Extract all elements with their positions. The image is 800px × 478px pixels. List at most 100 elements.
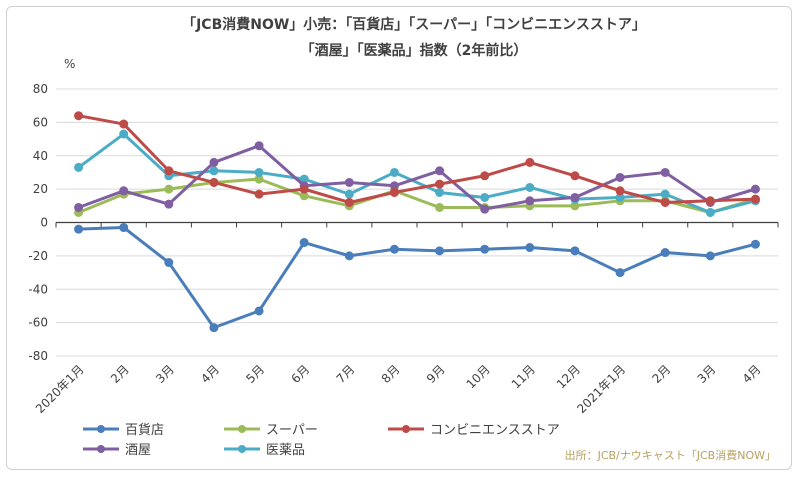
data-point (435, 179, 445, 189)
data-point (660, 197, 670, 207)
series-line (78, 144, 756, 211)
data-point (254, 189, 264, 199)
x-tick-label: 2月 (108, 362, 132, 386)
y-axis-ticks: 80 60 40 20 0 -20 -40 -60 -80 (28, 82, 48, 363)
data-point (480, 192, 490, 202)
y-tick-label: 20 (33, 182, 48, 196)
data-point (209, 323, 219, 333)
x-tick-label: 2月 (650, 362, 674, 386)
x-tick-label: 2020年1月 (33, 362, 87, 416)
data-point (750, 184, 760, 194)
x-tick-label: 6月 (289, 362, 313, 386)
data-point (570, 171, 580, 181)
series-line (77, 177, 756, 214)
data-point (344, 189, 354, 199)
x-tick-label: 5月 (243, 362, 267, 386)
chart-subtitle: 「酒屋」「医薬品」指数（2年前比） (301, 42, 528, 59)
legend-marker (97, 445, 105, 453)
series-group (74, 111, 760, 333)
series-line (78, 226, 756, 330)
y-tick-label: 0 (40, 216, 48, 230)
data-point (254, 306, 264, 316)
series-0 (74, 223, 760, 333)
data-point (74, 202, 84, 212)
data-point (254, 167, 264, 177)
y-tick-label: 40 (33, 149, 48, 163)
data-point (435, 187, 445, 197)
data-point (164, 184, 174, 194)
series-line (78, 114, 756, 204)
legend-marker (238, 425, 246, 433)
x-tick-label: 2021年1月 (574, 362, 628, 416)
chart-title: 「JCB消費NOW」小売：「百貨店」「スーパー」「コンビニエンスストア」 (182, 16, 646, 33)
x-tick-label: 3月 (153, 362, 177, 386)
data-point (480, 244, 490, 254)
data-point (525, 243, 535, 253)
data-point (750, 194, 760, 204)
data-point (164, 258, 174, 268)
legend-label: スーパー (266, 423, 318, 438)
y-tick-label: 80 (33, 82, 48, 96)
y-tick-label: -80 (28, 349, 48, 363)
data-point (209, 157, 219, 167)
data-point (705, 207, 715, 217)
data-point (435, 202, 445, 212)
y-tick-label: 60 (33, 115, 48, 129)
legend-marker (97, 425, 105, 433)
legend-label: コンビニエンスストア (430, 423, 560, 438)
data-point (750, 239, 760, 249)
data-point (570, 192, 580, 202)
legend-item: 百貨店 (83, 422, 164, 438)
y-tick-label: -40 (28, 282, 48, 296)
x-tick-label: 7月 (334, 362, 358, 386)
data-point (164, 199, 174, 209)
data-point (74, 162, 84, 172)
y-tick-label: -20 (28, 249, 48, 263)
legend-label: 酒屋 (125, 443, 151, 458)
data-point (660, 189, 670, 199)
data-point (615, 268, 625, 278)
y-axis-label: % (64, 57, 75, 71)
data-point (705, 251, 715, 261)
data-point (525, 157, 535, 167)
x-tick-label: 9月 (424, 362, 448, 386)
source-note: 出所：JCB/ナウキャスト「JCB消費NOW」 (565, 448, 776, 462)
legend-marker (402, 425, 410, 433)
data-point (209, 177, 219, 187)
data-point (209, 166, 219, 176)
data-point (344, 251, 354, 261)
data-point (570, 246, 580, 256)
data-point (660, 167, 670, 177)
data-point (119, 186, 129, 196)
data-point (389, 167, 399, 177)
x-tick-label: 11月 (509, 362, 538, 391)
data-point (525, 182, 535, 192)
x-tick-label: 12月 (554, 362, 583, 391)
data-point (119, 129, 129, 139)
data-point (74, 224, 84, 234)
data-point (254, 141, 264, 151)
legend-item: スーパー (224, 423, 318, 438)
legend-item: 医薬品 (224, 443, 305, 458)
data-point (119, 119, 129, 129)
data-point (389, 187, 399, 197)
legend-marker (238, 445, 246, 453)
series-2 (74, 111, 760, 207)
data-point (344, 177, 354, 187)
legend-item: 酒屋 (83, 443, 151, 458)
x-tick-label: 10月 (464, 362, 493, 391)
x-tick-label: 4月 (198, 362, 222, 386)
data-point (615, 172, 625, 182)
y-tick-label: -60 (28, 316, 48, 330)
data-point (344, 197, 354, 207)
data-point (299, 238, 309, 248)
data-point (74, 111, 84, 121)
data-point (615, 186, 625, 196)
legend-label: 医薬品 (266, 443, 305, 458)
legend-label: 百貨店 (125, 422, 164, 438)
data-point (660, 248, 670, 258)
data-point (435, 166, 445, 176)
data-point (299, 184, 309, 194)
legend-item: コンビニエンスストア (388, 423, 560, 438)
